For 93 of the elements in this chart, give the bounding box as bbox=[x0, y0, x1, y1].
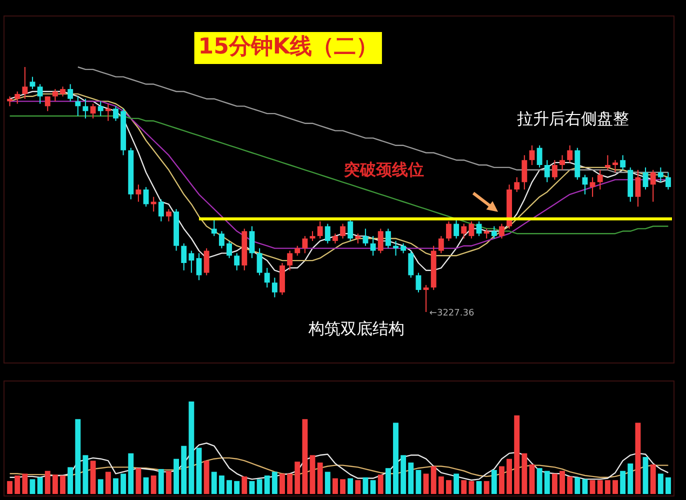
bar bbox=[196, 448, 202, 494]
bar bbox=[393, 422, 398, 494]
annotation: ←3227.36 bbox=[429, 308, 474, 318]
bar bbox=[68, 467, 74, 494]
bar bbox=[620, 470, 626, 494]
bar bbox=[294, 462, 300, 494]
bar bbox=[37, 477, 43, 494]
bar bbox=[635, 422, 641, 494]
bar bbox=[438, 476, 444, 494]
bar bbox=[14, 476, 20, 494]
bar bbox=[272, 472, 278, 494]
bar bbox=[612, 480, 618, 494]
bar bbox=[113, 478, 118, 494]
bar bbox=[340, 479, 346, 494]
bar bbox=[348, 478, 354, 494]
bar bbox=[454, 474, 460, 494]
bar bbox=[400, 455, 406, 494]
text: 构筑双底结构 bbox=[308, 319, 405, 338]
bar bbox=[128, 453, 134, 494]
bar bbox=[567, 476, 573, 494]
bar bbox=[461, 480, 467, 494]
bar bbox=[310, 455, 316, 494]
bar bbox=[408, 462, 414, 494]
bar bbox=[52, 474, 58, 494]
bar bbox=[642, 457, 648, 494]
bar bbox=[446, 480, 452, 494]
bar bbox=[476, 481, 482, 494]
bar bbox=[280, 474, 285, 494]
bar bbox=[650, 464, 656, 494]
bar bbox=[506, 458, 512, 494]
bar bbox=[484, 481, 490, 494]
bar bbox=[491, 470, 497, 494]
bar bbox=[658, 474, 664, 494]
bar bbox=[544, 470, 550, 494]
bar bbox=[44, 470, 50, 494]
bar bbox=[204, 460, 210, 494]
bar bbox=[552, 474, 558, 494]
bar bbox=[264, 476, 270, 494]
bar bbox=[98, 479, 104, 494]
bar bbox=[362, 477, 368, 494]
bar bbox=[430, 466, 436, 494]
bar bbox=[226, 480, 232, 494]
bar bbox=[256, 479, 262, 494]
bar bbox=[105, 472, 111, 494]
bar bbox=[522, 453, 528, 494]
bar bbox=[120, 474, 126, 494]
bar bbox=[590, 480, 596, 494]
bar bbox=[287, 474, 293, 494]
bar bbox=[188, 402, 194, 494]
bar bbox=[90, 460, 96, 494]
bar bbox=[181, 446, 187, 494]
bar bbox=[628, 463, 634, 494]
bar bbox=[249, 481, 255, 494]
bar bbox=[332, 478, 338, 494]
bar bbox=[60, 476, 66, 494]
bar bbox=[665, 477, 671, 494]
bar bbox=[136, 468, 142, 494]
annotation: 突破颈线位 bbox=[343, 160, 424, 179]
bar bbox=[324, 472, 330, 494]
bar bbox=[234, 481, 240, 494]
bar bbox=[529, 464, 535, 494]
bar bbox=[582, 479, 588, 494]
bar bbox=[416, 470, 422, 494]
bar bbox=[143, 477, 149, 494]
bar bbox=[468, 481, 474, 494]
bar bbox=[174, 458, 180, 494]
bar bbox=[378, 474, 384, 494]
bar bbox=[560, 470, 565, 494]
bar bbox=[514, 415, 520, 494]
bar bbox=[302, 419, 308, 494]
bar bbox=[211, 472, 217, 494]
bar bbox=[158, 469, 164, 494]
bar bbox=[218, 476, 224, 494]
bar bbox=[597, 480, 603, 494]
bar bbox=[355, 480, 361, 494]
bar bbox=[498, 466, 504, 494]
bar bbox=[423, 474, 429, 494]
bar bbox=[82, 455, 88, 494]
bar bbox=[574, 477, 580, 494]
bar bbox=[604, 480, 610, 494]
bar bbox=[385, 468, 391, 494]
bar bbox=[7, 481, 13, 494]
bar bbox=[30, 479, 36, 494]
annotation: 拉升后右侧盘整 bbox=[516, 109, 629, 128]
bar bbox=[317, 462, 323, 494]
bar bbox=[242, 476, 248, 494]
bar bbox=[150, 476, 156, 494]
chart-title: 15分钟K线（二） bbox=[198, 34, 378, 60]
bar bbox=[370, 480, 376, 494]
bar bbox=[166, 470, 172, 494]
bar bbox=[22, 474, 28, 494]
bar bbox=[75, 419, 81, 494]
bar bbox=[536, 468, 542, 494]
